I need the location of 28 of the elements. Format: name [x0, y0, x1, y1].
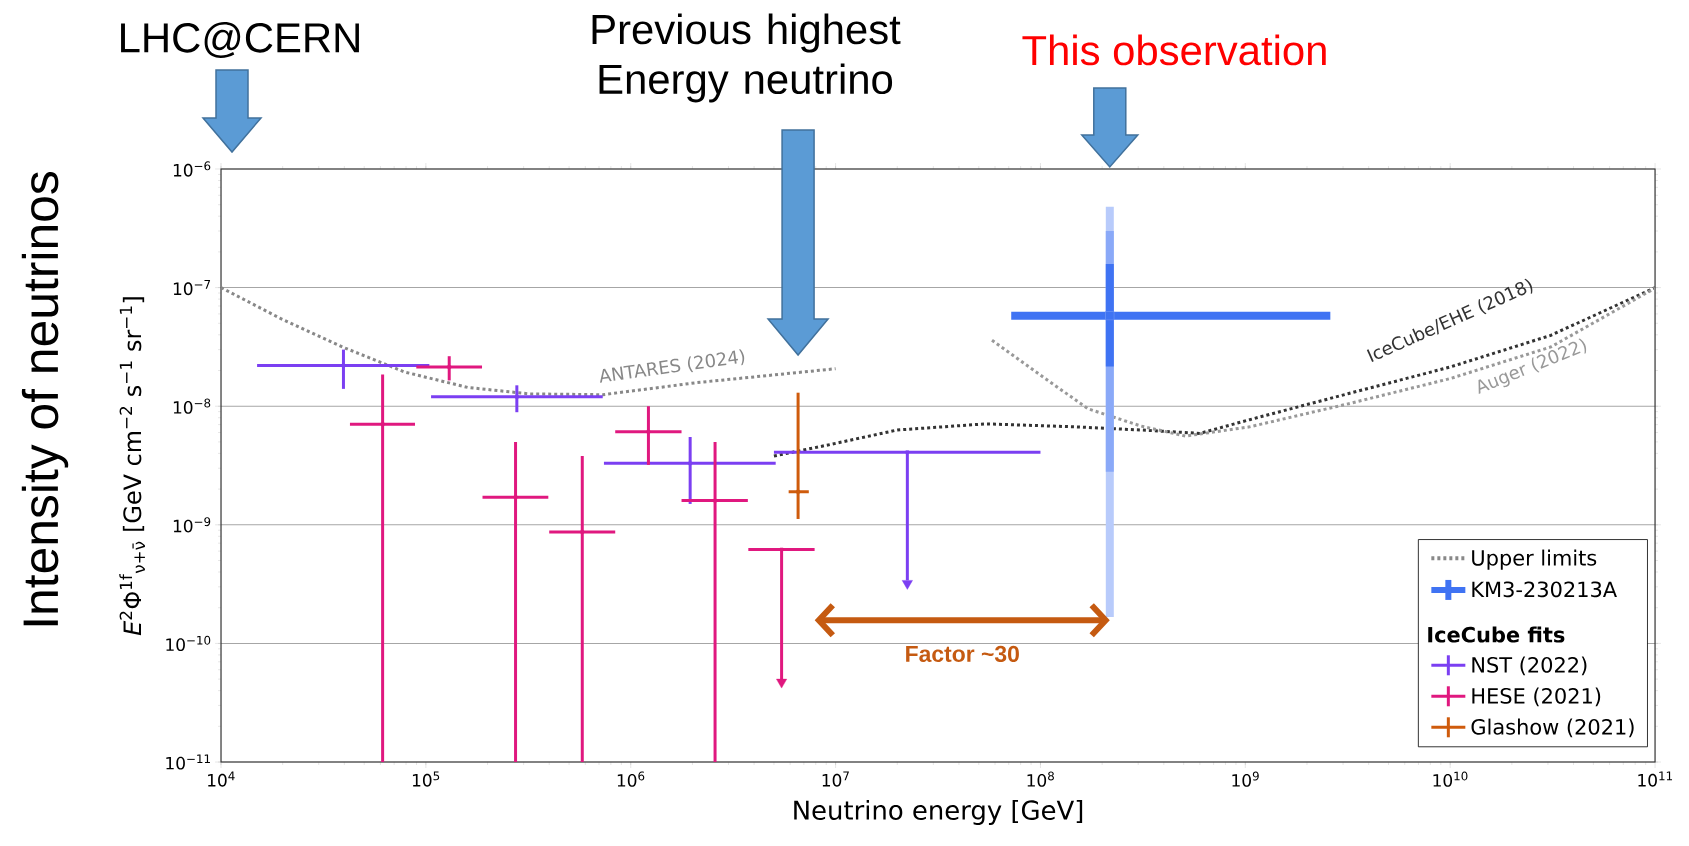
legend-label: HESE (2021): [1472, 687, 1601, 707]
x-tick-label: 10$^{6}$: [617, 771, 645, 787]
y-tick-label: 10$^{−10}$: [166, 635, 211, 652]
x-tick-label: 10$^{9}$: [1232, 771, 1259, 787]
x-tick-label: 10$^{11}$: [1638, 771, 1673, 787]
legend-title: IceCube fits: [1428, 626, 1565, 643]
legend-label: NST (2022): [1472, 656, 1587, 676]
text: Intensity of neutrinos: [21, 172, 69, 626]
text: E$^{2}$Φ$^{1f}$$_{ν+ν̄}$ [GeV cm$^{−2}$ s$^{−1}$ sr$^{−1}$]: [119, 297, 145, 636]
text: ANTARES (2024): [599, 349, 745, 383]
y-tick-label: 10$^{−9}$: [173, 517, 211, 533]
legend-label: Glashow (2021): [1471, 718, 1634, 738]
text: Previous highest Energy neutrino: [592, 13, 901, 103]
text: This observation: [1022, 34, 1326, 66]
y-tick-label: 10$^{−11}$: [166, 754, 210, 770]
annotation: Upper limits: [1472, 549, 1597, 570]
legend-label: KM3-230213A: [1472, 581, 1617, 598]
x-tick-label: 10$^{7}$: [822, 771, 849, 787]
x-axis-title: Neutrino energy [GeV]: [794, 799, 1083, 825]
x-tick-label: 10$^{8}$: [1027, 771, 1054, 787]
x-tick-label: 10$^{5}$: [412, 771, 440, 787]
annotation: Factor ~30: [906, 645, 1019, 663]
x-tick-label: 10$^{10}$: [1433, 771, 1468, 787]
y-tick-label: 10$^{−7}$: [173, 280, 211, 296]
y-tick-label: 10$^{−6}$: [173, 161, 211, 177]
text: LHC@CERN: [121, 21, 359, 59]
y-tick-label: 10$^{−8}$: [173, 398, 211, 414]
x-tick-label: 10$^{4}$: [208, 771, 235, 787]
